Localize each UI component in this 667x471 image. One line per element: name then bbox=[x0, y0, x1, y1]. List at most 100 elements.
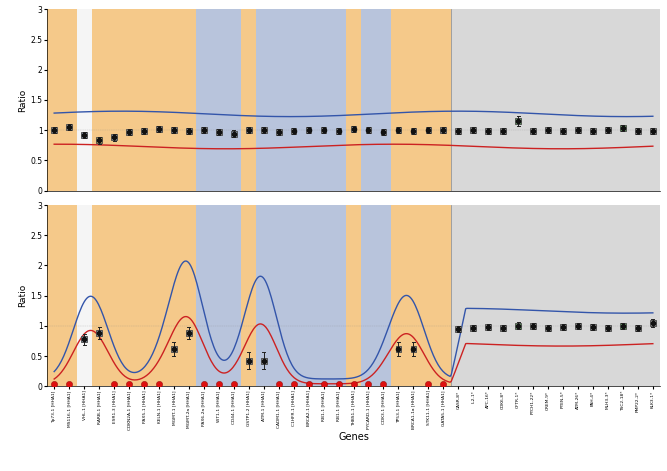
FancyBboxPatch shape bbox=[396, 127, 402, 133]
Bar bbox=[586, 9, 600, 191]
Bar bbox=[481, 205, 496, 386]
Bar bbox=[331, 9, 346, 191]
FancyBboxPatch shape bbox=[321, 127, 326, 133]
FancyBboxPatch shape bbox=[516, 118, 521, 124]
FancyBboxPatch shape bbox=[650, 129, 656, 134]
FancyBboxPatch shape bbox=[530, 128, 536, 134]
FancyBboxPatch shape bbox=[141, 129, 147, 134]
FancyBboxPatch shape bbox=[516, 323, 521, 329]
FancyBboxPatch shape bbox=[575, 127, 581, 133]
FancyBboxPatch shape bbox=[470, 325, 476, 331]
Bar bbox=[256, 205, 271, 386]
Bar bbox=[151, 9, 167, 191]
Bar bbox=[346, 205, 361, 386]
Bar bbox=[511, 205, 526, 386]
Bar bbox=[570, 9, 586, 191]
Bar bbox=[391, 205, 406, 386]
FancyBboxPatch shape bbox=[246, 127, 251, 133]
Bar bbox=[496, 9, 511, 191]
Bar bbox=[241, 205, 256, 386]
Bar bbox=[241, 9, 256, 191]
FancyBboxPatch shape bbox=[500, 325, 506, 331]
FancyBboxPatch shape bbox=[500, 129, 506, 134]
Bar bbox=[167, 205, 181, 386]
Bar bbox=[211, 9, 226, 191]
X-axis label: Genes: Genes bbox=[338, 432, 369, 442]
Bar bbox=[47, 9, 61, 191]
FancyBboxPatch shape bbox=[620, 323, 626, 329]
FancyBboxPatch shape bbox=[305, 127, 311, 133]
Bar bbox=[331, 205, 346, 386]
FancyBboxPatch shape bbox=[545, 127, 551, 133]
Bar bbox=[107, 9, 121, 191]
Bar bbox=[301, 9, 316, 191]
FancyBboxPatch shape bbox=[81, 132, 87, 138]
FancyBboxPatch shape bbox=[261, 127, 267, 133]
FancyBboxPatch shape bbox=[560, 324, 566, 330]
Bar bbox=[226, 205, 241, 386]
Bar bbox=[316, 205, 331, 386]
Bar bbox=[361, 9, 376, 191]
Bar bbox=[91, 205, 107, 386]
FancyBboxPatch shape bbox=[336, 129, 342, 134]
Bar bbox=[226, 9, 241, 191]
FancyBboxPatch shape bbox=[51, 127, 57, 133]
Bar bbox=[77, 9, 91, 191]
Bar bbox=[47, 205, 61, 386]
FancyBboxPatch shape bbox=[171, 346, 177, 352]
FancyBboxPatch shape bbox=[261, 358, 267, 364]
Bar bbox=[137, 205, 151, 386]
Bar bbox=[586, 205, 600, 386]
FancyBboxPatch shape bbox=[486, 128, 491, 134]
Bar bbox=[646, 9, 660, 191]
Bar bbox=[406, 9, 421, 191]
FancyBboxPatch shape bbox=[396, 346, 402, 352]
Bar bbox=[600, 9, 616, 191]
Bar bbox=[540, 9, 556, 191]
Bar bbox=[376, 205, 391, 386]
Bar bbox=[616, 205, 630, 386]
Bar bbox=[630, 9, 646, 191]
Bar bbox=[570, 205, 586, 386]
FancyBboxPatch shape bbox=[126, 129, 132, 135]
Bar bbox=[316, 9, 331, 191]
Y-axis label: Ratio: Ratio bbox=[19, 284, 27, 307]
FancyBboxPatch shape bbox=[186, 128, 191, 134]
FancyBboxPatch shape bbox=[381, 129, 386, 135]
Bar bbox=[556, 205, 570, 386]
Bar bbox=[511, 9, 526, 191]
Bar bbox=[436, 205, 451, 386]
Bar bbox=[196, 9, 211, 191]
Bar bbox=[421, 9, 436, 191]
Bar bbox=[211, 205, 226, 386]
FancyBboxPatch shape bbox=[635, 325, 641, 331]
FancyBboxPatch shape bbox=[590, 324, 596, 330]
Bar bbox=[600, 205, 616, 386]
Bar bbox=[271, 9, 286, 191]
Bar bbox=[181, 9, 196, 191]
Bar bbox=[406, 205, 421, 386]
Bar bbox=[481, 9, 496, 191]
FancyBboxPatch shape bbox=[590, 128, 596, 134]
Bar bbox=[61, 9, 77, 191]
Bar bbox=[107, 205, 121, 386]
Bar bbox=[466, 9, 481, 191]
FancyBboxPatch shape bbox=[111, 134, 117, 140]
FancyBboxPatch shape bbox=[635, 128, 641, 134]
FancyBboxPatch shape bbox=[650, 320, 656, 326]
FancyBboxPatch shape bbox=[201, 127, 207, 133]
FancyBboxPatch shape bbox=[96, 330, 102, 336]
FancyBboxPatch shape bbox=[96, 138, 102, 144]
Bar bbox=[196, 205, 211, 386]
FancyBboxPatch shape bbox=[81, 336, 87, 342]
Bar bbox=[256, 9, 271, 191]
FancyBboxPatch shape bbox=[605, 325, 611, 331]
FancyBboxPatch shape bbox=[246, 358, 251, 364]
FancyBboxPatch shape bbox=[410, 346, 416, 352]
FancyBboxPatch shape bbox=[156, 126, 162, 132]
Bar bbox=[421, 205, 436, 386]
FancyBboxPatch shape bbox=[486, 324, 491, 330]
FancyBboxPatch shape bbox=[186, 330, 191, 336]
Bar bbox=[466, 205, 481, 386]
Bar bbox=[526, 205, 540, 386]
